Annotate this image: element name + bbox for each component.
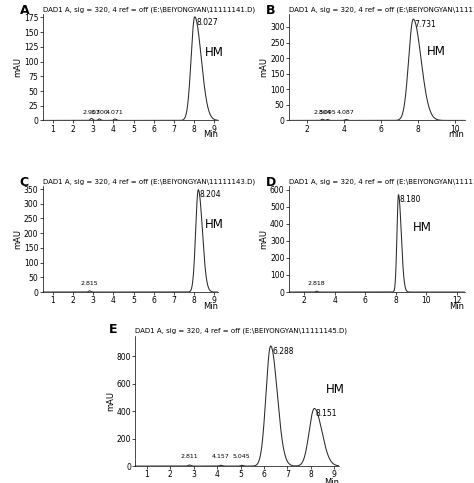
Text: HM: HM — [205, 218, 224, 231]
Text: 7.731: 7.731 — [415, 20, 437, 29]
Text: 4.157: 4.157 — [212, 454, 229, 459]
Text: Min: Min — [203, 130, 219, 139]
Y-axis label: mAU: mAU — [13, 229, 22, 249]
Text: Min: Min — [449, 301, 465, 311]
Text: HM: HM — [427, 45, 446, 58]
Y-axis label: mAU: mAU — [260, 57, 269, 77]
Text: D: D — [266, 175, 276, 188]
Text: 5.045: 5.045 — [233, 454, 250, 459]
Text: E: E — [109, 323, 117, 336]
Y-axis label: mAU: mAU — [260, 229, 269, 249]
Text: HM: HM — [205, 46, 224, 59]
Text: 2.804: 2.804 — [313, 110, 331, 114]
Text: DAD1 A, sig = 320, 4 ref = off (E:\BEIYONGYAN\11111142.D): DAD1 A, sig = 320, 4 ref = off (E:\BEIYO… — [289, 7, 474, 13]
Text: DAD1 A, sig = 320, 4 ref = off (E:\BEIYONGYAN\11111143.D): DAD1 A, sig = 320, 4 ref = off (E:\BEIYO… — [43, 178, 255, 185]
Text: 3.095: 3.095 — [319, 110, 337, 114]
Text: HM: HM — [412, 221, 431, 234]
Text: 6.288: 6.288 — [272, 347, 293, 356]
Text: 2.907: 2.907 — [82, 110, 100, 114]
Text: 2.815: 2.815 — [81, 281, 98, 286]
Text: 2.811: 2.811 — [181, 454, 198, 459]
Text: 4.071: 4.071 — [106, 110, 124, 114]
Text: A: A — [20, 4, 29, 17]
Text: 8.180: 8.180 — [400, 195, 421, 204]
Y-axis label: mAU: mAU — [106, 391, 115, 411]
Y-axis label: mAU: mAU — [14, 57, 23, 77]
Text: B: B — [266, 4, 275, 17]
Text: DAD1 A, sig = 320, 4 ref = off (E:\BEIYONGYAN\11111144.D): DAD1 A, sig = 320, 4 ref = off (E:\BEIYO… — [289, 178, 474, 185]
Text: 4.087: 4.087 — [337, 110, 355, 114]
Text: C: C — [20, 175, 29, 188]
Text: DAD1 A, sig = 320, 4 ref = off (E:\BEIYONGYAN\11111141.D): DAD1 A, sig = 320, 4 ref = off (E:\BEIYO… — [43, 7, 255, 13]
Text: DAD1 A, sig = 320, 4 ref = off (E:\BEIYONGYAN\11111145.D): DAD1 A, sig = 320, 4 ref = off (E:\BEIYO… — [135, 328, 347, 334]
Text: HM: HM — [326, 383, 345, 396]
Text: 2.818: 2.818 — [308, 281, 325, 286]
Text: 8.151: 8.151 — [316, 409, 337, 418]
Text: 3.300: 3.300 — [91, 110, 108, 114]
Text: Min: Min — [203, 301, 219, 311]
Text: 8.027: 8.027 — [196, 18, 218, 27]
Text: min: min — [449, 130, 465, 139]
Text: 8.204: 8.204 — [200, 190, 221, 199]
Text: Min: Min — [324, 478, 339, 483]
